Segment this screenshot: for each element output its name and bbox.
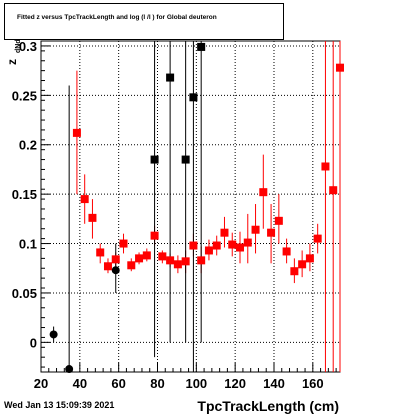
data-point-square — [88, 213, 97, 222]
data-point-square — [103, 262, 112, 271]
y-tick-label: 0 — [30, 335, 37, 350]
y-tick-label: 0.25 — [12, 88, 37, 103]
data-point-square — [150, 155, 159, 164]
data-markers — [49, 42, 344, 374]
data-point-square — [127, 261, 136, 270]
title-box: Fitted z versus TpcTrackLength and log (… — [4, 3, 284, 40]
data-point-square — [259, 188, 268, 197]
data-point-square — [329, 186, 338, 195]
data-point-square — [150, 231, 159, 240]
y-axis-label-subscript: dNdx — [15, 35, 22, 53]
x-tick-label: 60 — [111, 376, 125, 391]
data-point-square — [197, 42, 206, 51]
x-tick-label: 160 — [302, 376, 324, 391]
y-tick-label: 0.1 — [19, 237, 37, 252]
datestamp: Wed Jan 13 15:09:39 2021 — [4, 400, 115, 410]
data-point-circle — [111, 266, 120, 275]
data-point-square — [142, 251, 151, 260]
x-tick-label: 80 — [150, 376, 164, 391]
x-tick-label: 20 — [34, 376, 48, 391]
data-point-square — [166, 73, 175, 82]
data-point-circle — [49, 330, 58, 339]
data-point-square — [282, 247, 291, 256]
data-point-square — [212, 241, 221, 250]
data-point-square — [111, 255, 120, 264]
data-point-square — [243, 238, 252, 247]
data-point-square — [158, 252, 167, 261]
grid — [41, 41, 340, 372]
data-point-square — [173, 260, 182, 269]
data-point-square — [197, 256, 206, 265]
data-point-square — [336, 63, 344, 72]
data-point-square — [228, 240, 237, 249]
y-tick-label: 0.2 — [19, 138, 37, 153]
data-point-square — [119, 239, 128, 248]
y-tick-label: 0.05 — [12, 286, 37, 301]
data-point-square — [267, 228, 276, 237]
y-tick-label: 0.15 — [12, 187, 37, 202]
data-point-square — [313, 234, 322, 243]
x-tick-labels: 20 40 60 80 100 120 140 160 — [34, 376, 324, 391]
data-point-square — [72, 128, 81, 137]
plot-frame — [40, 40, 341, 373]
data-point-square — [189, 241, 198, 250]
data-point-square — [220, 228, 229, 237]
y-axis-label: z dNdx — [5, 35, 22, 65]
data-point-square — [135, 254, 144, 263]
error-bars — [53, 41, 341, 372]
data-point-square — [251, 225, 260, 234]
data-point-square — [321, 162, 330, 171]
data-point-square — [96, 248, 105, 257]
data-point-square — [204, 246, 213, 255]
x-tick-label: 120 — [224, 376, 246, 391]
data-point-square — [181, 257, 190, 266]
x-tick-label: 140 — [263, 376, 285, 391]
data-point-square — [80, 195, 89, 204]
data-point-square — [236, 243, 245, 252]
data-point-square — [298, 260, 307, 269]
x-axis-label: TpcTrackLength (cm) — [197, 398, 339, 414]
axis-ticks — [40, 45, 337, 372]
data-point-square — [305, 254, 314, 263]
data-point-square — [166, 256, 175, 265]
y-tick-label: 0.3 — [19, 39, 37, 54]
chart-title: Fitted z versus TpcTrackLength and log (… — [17, 14, 217, 21]
x-tick-label: 40 — [73, 376, 87, 391]
data-point-circle — [65, 365, 74, 374]
data-point-square — [274, 216, 283, 225]
y-tick-labels: 0 0.05 0.1 0.15 0.2 0.25 0.3 — [12, 39, 37, 350]
y-axis-label-text: z — [5, 59, 19, 65]
data-point-square — [189, 93, 198, 102]
data-point-square — [290, 267, 299, 276]
x-tick-label: 100 — [185, 376, 207, 391]
data-point-square — [181, 155, 190, 164]
